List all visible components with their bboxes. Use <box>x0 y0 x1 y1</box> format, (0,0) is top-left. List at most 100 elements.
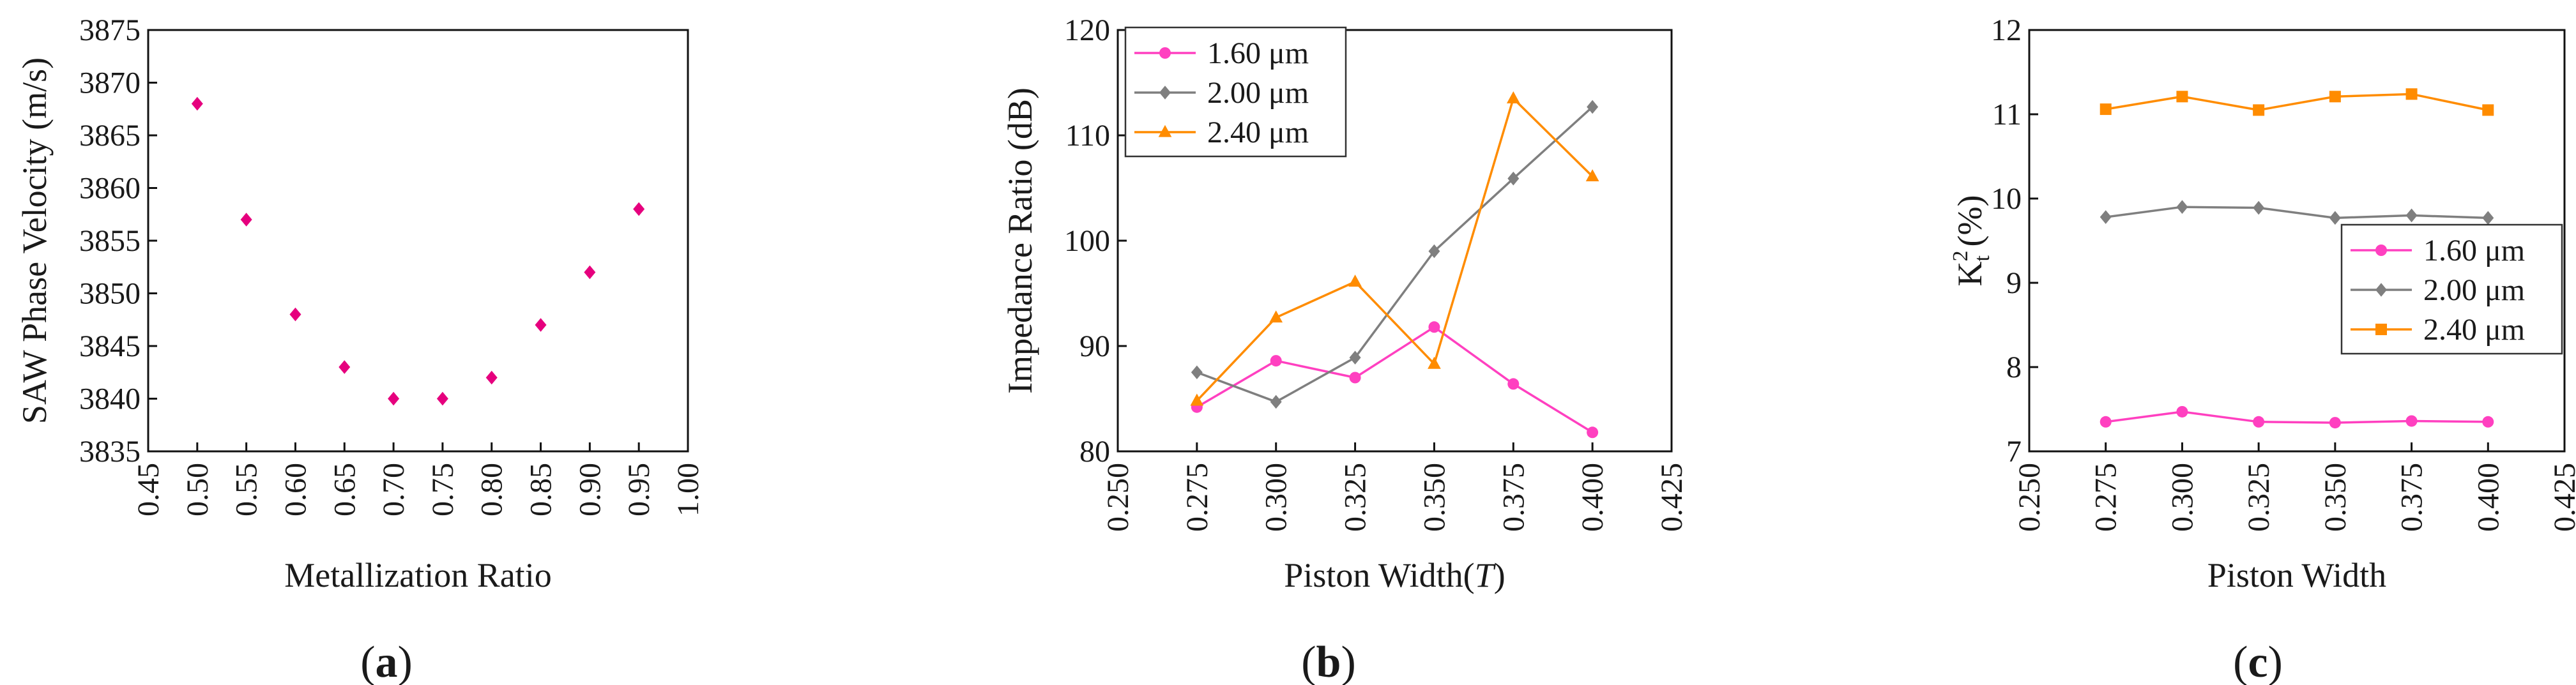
p1-data-point <box>388 391 400 406</box>
p3-data-point <box>2482 211 2494 225</box>
panel-label-letter: b <box>1316 638 1341 685</box>
p2-y-tick-label: 80 <box>1079 435 1110 469</box>
p2-data-point <box>1270 355 1282 367</box>
p3-x-tick-label: 0.350 <box>2319 463 2352 532</box>
p2-legend-marker <box>1159 47 1171 59</box>
p3-data-point <box>2176 91 2188 103</box>
p3-data-point <box>2100 103 2112 116</box>
p2-y-tick-label: 110 <box>1065 119 1110 153</box>
p2-x-tick-label: 0.425 <box>1655 463 1689 532</box>
p2-legend-marker <box>1158 124 1172 137</box>
y-axis-label-sub: t <box>1970 255 1994 261</box>
p3-data-point <box>2329 211 2341 225</box>
p1-y-tick-label: 3850 <box>79 277 141 311</box>
p1-data-point <box>584 265 596 280</box>
p1-data-point <box>633 202 645 216</box>
p3-legend-label: 2.40 μm <box>2423 313 2525 347</box>
panel-label-close: ) <box>398 638 413 685</box>
p2-series-line-3 <box>1196 97 1594 402</box>
p1-data-point <box>289 307 301 322</box>
p1-x-tick-label: 0.85 <box>524 463 558 516</box>
p2-series-line-1 <box>1196 326 1594 433</box>
p2-series-line-2 <box>1196 106 1594 403</box>
panel-label-letter: c <box>2248 638 2267 685</box>
p2-legend-label: 2.00 μm <box>1207 76 1309 110</box>
p1-x-tick-label: 0.70 <box>377 463 411 516</box>
p3-y-tick-label: 7 <box>2006 435 2022 469</box>
p3-data-point <box>2253 416 2265 428</box>
p3-data-point <box>2482 416 2494 428</box>
p3-legend-label: 1.60 μm <box>2423 234 2525 267</box>
panel-c-chart: 0.250 0.275 0.300 0.325 0.350 0.375 0.400 0.425… <box>1949 13 2576 685</box>
p3-data-point <box>2176 405 2188 418</box>
p2-y-axis-label: Impedance Ratio (dB) <box>1001 87 1039 394</box>
panel-label-open: ( <box>2233 638 2248 685</box>
p3-data-point <box>2253 200 2265 215</box>
p3-series-line-3 <box>2105 93 2488 112</box>
p1-data-point <box>485 370 498 385</box>
p3-y-tick-label: 10 <box>1991 182 2022 216</box>
p3-data-point <box>2405 415 2418 427</box>
p3-x-tick-label: 0.275 <box>2089 463 2123 532</box>
p3-y-tick-label: 11 <box>1992 98 2022 132</box>
p1-data-point <box>240 213 252 227</box>
p2-data-point <box>1587 100 1599 114</box>
p3-y-axis-label: K2t (%) <box>1949 195 1994 287</box>
p1-y-tick-label: 3845 <box>79 329 141 363</box>
p1-x-axis-label: Metallization Ratio <box>284 556 551 594</box>
p3-data-point <box>2253 104 2265 116</box>
panel-label-open: ( <box>1301 638 1316 685</box>
p3-x-tick-label: 0.250 <box>2013 463 2046 532</box>
p3-data-point <box>2100 416 2112 428</box>
p2-data-point <box>1428 356 1441 369</box>
p1-x-tick-label: 0.95 <box>622 463 656 516</box>
p1-x-tick-label: 0.80 <box>475 463 509 516</box>
p2-legend-label: 2.40 μm <box>1207 116 1309 149</box>
p2-data-point <box>1507 171 1520 186</box>
p2-data-point <box>1349 372 1361 384</box>
p1-x-tick-label: 0.60 <box>278 463 312 516</box>
p3-x-tick-label: 0.325 <box>2242 463 2276 532</box>
y-axis-label-end: (%) <box>1951 195 1989 255</box>
p1-y-tick-label: 3875 <box>79 13 141 47</box>
p3-x-tick-label: 0.375 <box>2395 463 2429 532</box>
p2-x-tick-label: 0.325 <box>1339 463 1373 532</box>
p3-legend-marker <box>2375 283 2387 297</box>
x-axis-label-end: ) <box>1494 556 1505 594</box>
p1-y-tick-label: 3835 <box>79 435 141 469</box>
p2-x-tick-label: 0.250 <box>1101 463 1135 532</box>
p3-data-point <box>2176 200 2188 214</box>
panel-label-close: ) <box>1341 638 1355 685</box>
p3-x-axis-label: Piston Width <box>2207 556 2386 594</box>
p1-y-tick-label: 3860 <box>79 172 141 206</box>
p2-data-point <box>1585 169 1599 181</box>
p1-x-tick-label: 0.45 <box>132 463 165 516</box>
p2-legend-marker <box>1159 86 1171 100</box>
p1-data-point <box>191 96 203 111</box>
p2-x-tick-label: 0.350 <box>1417 463 1451 532</box>
p2-y-tick-label: 120 <box>1064 13 1110 47</box>
p1-y-tick-label: 3855 <box>79 224 141 258</box>
p3-x-tick-label: 0.300 <box>2165 463 2199 532</box>
p1-y-axis-label: SAW Phase Velocity (m/s) <box>15 57 54 424</box>
p2-legend-label: 1.60 μm <box>1207 36 1309 70</box>
p2-x-tick-label: 0.400 <box>1576 463 1610 532</box>
p3-legend-label: 2.00 μm <box>2423 273 2525 307</box>
p2-data-point <box>1269 310 1283 323</box>
p2-data-point <box>1506 91 1520 103</box>
p2-x-tick-label: 0.300 <box>1260 463 1293 532</box>
p2-data-point <box>1191 365 1203 380</box>
p1-x-tick-label: 0.50 <box>181 463 215 516</box>
p2-panel-label: (b) <box>1301 638 1356 685</box>
p2-data-point <box>1348 275 1362 287</box>
p1-y-tick-label: 3870 <box>79 66 141 100</box>
p1-x-tick-label: 1.00 <box>671 463 705 516</box>
p2-y-tick-label: 100 <box>1064 224 1110 258</box>
p2-data-point <box>1190 393 1204 406</box>
p2-data-point <box>1587 426 1599 439</box>
p3-y-tick-label: 12 <box>1991 13 2022 47</box>
p3-data-point <box>2405 88 2418 100</box>
panel-label-letter: a <box>376 638 398 685</box>
p3-y-tick-label: 9 <box>2006 266 2022 300</box>
